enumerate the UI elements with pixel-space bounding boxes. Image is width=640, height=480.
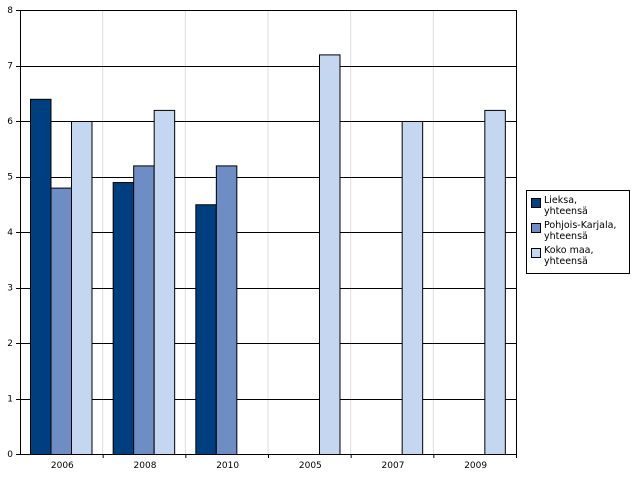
legend-label-lieksa: Lieksa, yhteensä <box>544 195 588 217</box>
legend-swatch-koko-maa <box>531 248 541 258</box>
bar-lieksa-2008 <box>112 182 135 456</box>
plot-area-frame <box>20 10 517 455</box>
y-tick-labels: 0 1 2 3 4 5 6 7 8 <box>7 6 13 460</box>
legend-label-pohjois-karjala: Pohjois-Karjala, yhteensä <box>544 220 617 242</box>
x-tick-label: 2005 <box>299 461 322 471</box>
y-tick-label: 6 <box>7 117 13 127</box>
legend-item-lieksa: Lieksa, yhteensä <box>531 195 625 217</box>
x-tick-label: 2010 <box>216 461 239 471</box>
x-tick-label: 2007 <box>382 461 405 471</box>
legend-label-koko-maa: Koko maa, yhteensä <box>544 245 594 267</box>
bar-koko-maa-2008 <box>153 109 176 456</box>
bar-pohjois-karjala-2010 <box>215 165 238 455</box>
y-tick-label: 1 <box>7 395 13 405</box>
legend-swatch-pohjois-karjala <box>531 223 541 233</box>
y-tick-label: 5 <box>7 173 13 183</box>
bar-lieksa-2006 <box>30 98 52 456</box>
bar-lieksa-2010 <box>195 204 217 455</box>
y-tick-label: 3 <box>7 284 13 294</box>
gridlines <box>20 10 516 454</box>
x-tick-label: 2008 <box>134 461 157 471</box>
legend-item-koko-maa: Koko maa, yhteensä <box>531 245 625 267</box>
bar-koko-maa-2007 <box>401 121 424 455</box>
y-tick-label: 0 <box>7 450 13 460</box>
x-tick-labels: 2006 2008 2010 2005 2007 2009 <box>51 461 488 471</box>
legend: Lieksa, yhteensä Pohjois-Karjala, yhteen… <box>526 190 630 274</box>
bar-koko-maa-2005 <box>319 54 341 456</box>
x-tick-label: 2006 <box>51 461 74 471</box>
y-tick-label: 7 <box>7 62 13 72</box>
y-tick-label: 4 <box>7 228 13 238</box>
legend-swatch-lieksa <box>531 198 541 208</box>
bar-pohjois-karjala-2008 <box>133 165 155 455</box>
y-tick-label: 2 <box>7 339 13 349</box>
y-tick-label: 8 <box>7 6 13 16</box>
bar-koko-maa-2006 <box>71 121 93 455</box>
bar-pohjois-karjala-2006 <box>50 187 72 455</box>
bar-koko-maa-2009 <box>484 109 506 456</box>
bars <box>30 54 506 456</box>
axes <box>16 10 517 458</box>
legend-item-pohjois-karjala: Pohjois-Karjala, yhteensä <box>531 220 625 242</box>
x-tick-label: 2009 <box>464 461 487 471</box>
